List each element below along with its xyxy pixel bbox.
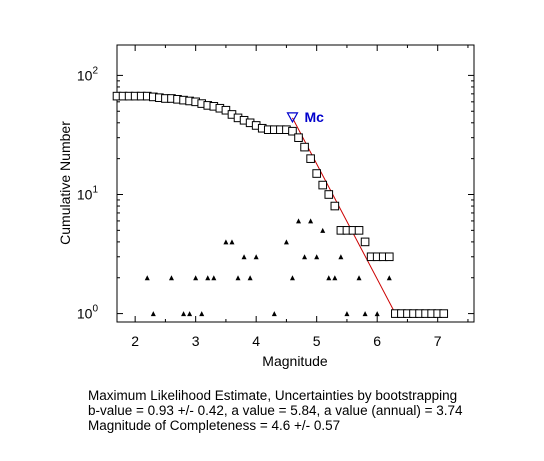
y-tick-exponent: 1	[92, 184, 98, 195]
triangle-point	[374, 311, 380, 317]
x-axis-label: Magnitude	[262, 353, 328, 369]
triangle-point	[205, 275, 211, 281]
square-point	[439, 309, 449, 318]
triangle-point	[229, 239, 235, 245]
triangle-point	[344, 311, 350, 317]
triangle-point	[253, 254, 259, 260]
triangle-series	[144, 218, 392, 317]
x-tick-label: 7	[434, 333, 442, 349]
square-point	[384, 252, 394, 262]
mc-label: Mc	[304, 109, 324, 125]
triangle-point	[241, 254, 247, 260]
triangle-point	[314, 254, 320, 260]
triangle-point	[211, 275, 217, 281]
triangle-point	[168, 275, 174, 281]
triangle-point	[223, 239, 229, 245]
triangle-point	[326, 275, 332, 281]
triangle-point	[150, 311, 156, 317]
triangle-point	[302, 254, 308, 260]
square-point	[294, 133, 303, 142]
square-point	[360, 237, 370, 247]
x-tick-label: 5	[313, 333, 321, 349]
triangle-point	[283, 239, 289, 245]
mc-marker	[286, 112, 299, 124]
triangle-point	[296, 218, 302, 224]
caption-line-mc: Magnitude of Completeness = 4.6 +/- 0.57	[88, 418, 341, 433]
axis-ticks	[117, 45, 474, 322]
triangle-point	[320, 227, 326, 233]
plot-frame	[116, 44, 475, 323]
square-point	[300, 142, 309, 152]
y-tick-label: 102	[77, 65, 99, 83]
x-tick-labels: 2 3 4 5 6 7	[131, 333, 442, 349]
square-point	[306, 154, 315, 163]
triangle-point	[271, 311, 277, 317]
triangle-point	[289, 275, 295, 281]
triangle-point	[308, 218, 314, 224]
results-caption: Maximum Likelihood Estimate, Uncertainti…	[88, 388, 463, 433]
triangle-point	[247, 275, 253, 281]
x-tick-label: 4	[252, 333, 260, 349]
triangle-point	[181, 311, 187, 317]
triangle-point	[362, 311, 368, 317]
triangle-point	[356, 275, 362, 281]
square-point	[312, 169, 321, 178]
square-point	[288, 126, 297, 136]
y-tick-exponent: 2	[92, 65, 98, 76]
triangle-point	[187, 311, 193, 317]
square-series	[112, 91, 449, 318]
caption-line-bvalue: b-value = 0.93 +/- 0.42, a value = 5.84,…	[88, 403, 463, 418]
triangle-point	[193, 275, 199, 281]
caption-line-method: Maximum Likelihood Estimate, Uncertainti…	[88, 388, 458, 403]
y-tick-base: 10	[77, 306, 93, 322]
y-tick-base: 10	[77, 186, 93, 202]
square-point	[318, 180, 328, 190]
triangle-point	[235, 275, 241, 281]
x-tick-label: 2	[131, 333, 139, 349]
triangle-point	[199, 311, 205, 317]
y-tick-exponent: 0	[92, 304, 98, 315]
y-tick-label: 100	[77, 304, 99, 322]
x-tick-label: 6	[373, 333, 381, 349]
triangle-point	[386, 275, 392, 281]
y-tick-base: 10	[77, 67, 93, 83]
square-point	[324, 190, 334, 199]
x-tick-label: 3	[192, 333, 200, 349]
triangle-point	[338, 254, 344, 260]
triangle-point	[144, 275, 150, 281]
y-axis-label: Cumulative Number	[57, 121, 73, 245]
y-tick-label: 101	[77, 184, 99, 202]
fit-line	[292, 117, 396, 314]
mc-annotation: Mc	[286, 109, 324, 125]
fit-line-layer	[292, 117, 396, 314]
square-point	[330, 201, 340, 211]
square-point	[354, 226, 364, 235]
triangle-point	[332, 275, 338, 281]
